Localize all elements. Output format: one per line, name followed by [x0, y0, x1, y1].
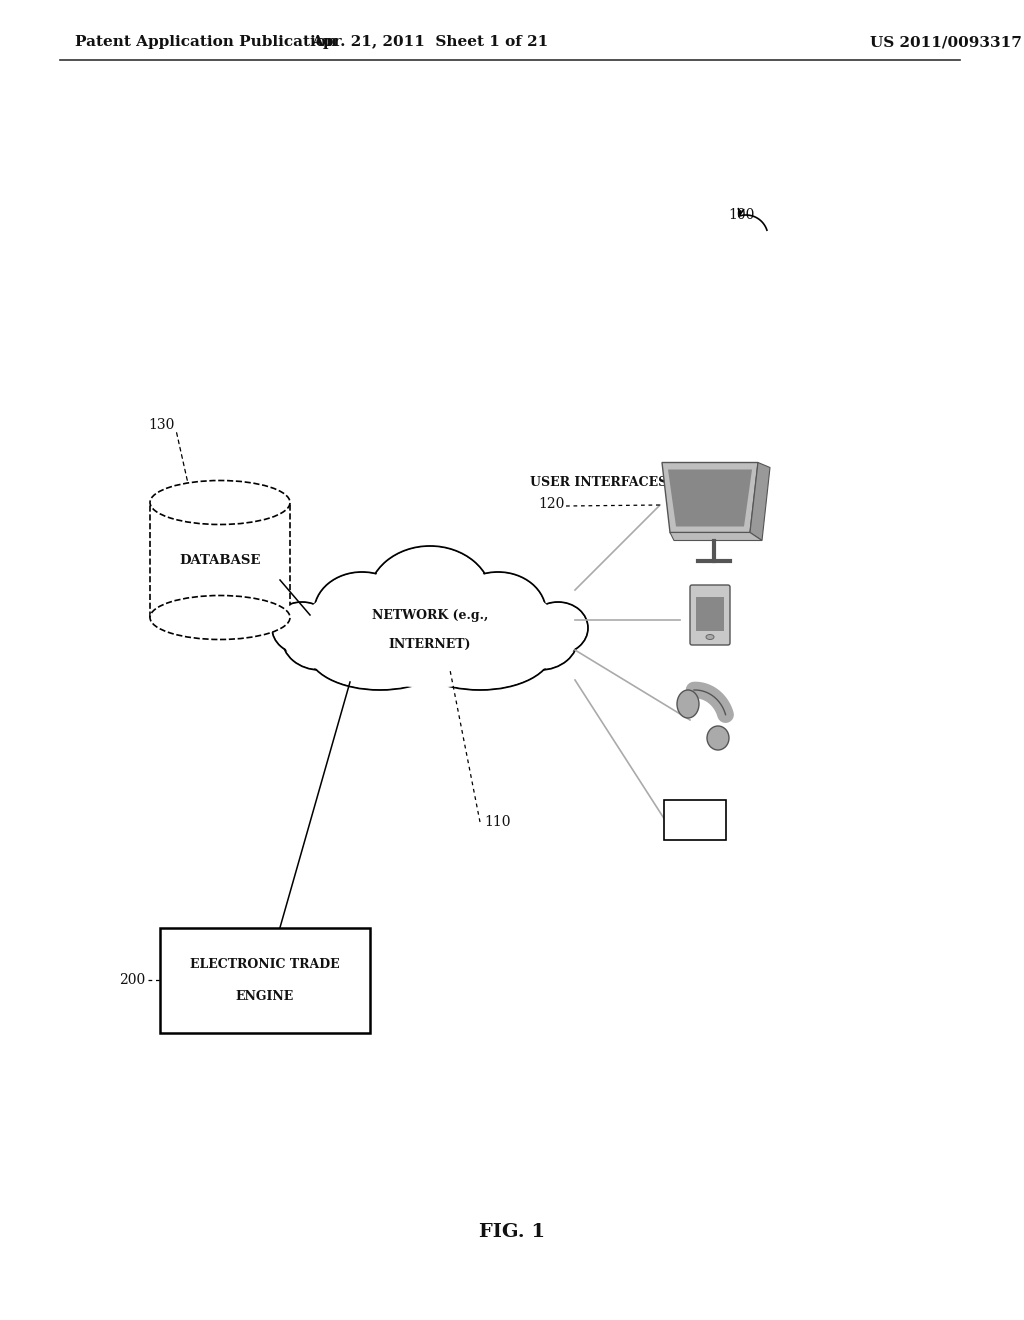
Text: 120: 120 — [538, 498, 564, 511]
Ellipse shape — [150, 480, 290, 524]
Polygon shape — [750, 462, 770, 540]
Polygon shape — [670, 532, 762, 540]
Text: US 2011/0093317 A1: US 2011/0093317 A1 — [870, 36, 1024, 49]
Ellipse shape — [450, 572, 546, 652]
Ellipse shape — [368, 546, 492, 649]
Ellipse shape — [504, 607, 577, 669]
Text: INTERNET): INTERNET) — [389, 638, 471, 651]
Bar — [160, 928, 370, 1032]
Bar — [664, 800, 726, 840]
Polygon shape — [662, 462, 758, 532]
Text: 100: 100 — [728, 209, 755, 222]
Text: ENGINE: ENGINE — [236, 990, 294, 1002]
Ellipse shape — [150, 595, 290, 639]
Text: FIG. 1: FIG. 1 — [479, 1224, 545, 1241]
Ellipse shape — [308, 614, 452, 690]
Ellipse shape — [528, 602, 588, 653]
Text: USER INTERFACES: USER INTERFACES — [530, 475, 668, 488]
Bar — [696, 597, 724, 631]
Bar — [150, 503, 290, 618]
Text: NETWORK (e.g.,: NETWORK (e.g., — [372, 610, 488, 623]
Ellipse shape — [284, 607, 356, 669]
Text: 130: 130 — [148, 418, 174, 432]
Ellipse shape — [314, 572, 410, 652]
Text: DATABASE: DATABASE — [179, 553, 261, 566]
Ellipse shape — [529, 603, 587, 652]
Polygon shape — [668, 470, 752, 527]
Text: Apr. 21, 2011  Sheet 1 of 21: Apr. 21, 2011 Sheet 1 of 21 — [311, 36, 549, 49]
Ellipse shape — [410, 615, 551, 689]
Ellipse shape — [273, 603, 331, 652]
Ellipse shape — [502, 606, 578, 671]
Ellipse shape — [452, 573, 545, 651]
Ellipse shape — [677, 690, 699, 718]
Ellipse shape — [370, 548, 490, 648]
Ellipse shape — [309, 615, 451, 689]
Ellipse shape — [706, 635, 714, 639]
Text: ELECTRONIC TRADE: ELECTRONIC TRADE — [190, 957, 340, 970]
Ellipse shape — [282, 606, 358, 671]
Text: 110: 110 — [484, 814, 511, 829]
Ellipse shape — [707, 726, 729, 750]
Ellipse shape — [272, 602, 332, 653]
Ellipse shape — [408, 614, 552, 690]
FancyBboxPatch shape — [690, 585, 730, 645]
Text: Patent Application Publication: Patent Application Publication — [75, 36, 337, 49]
Text: 200: 200 — [119, 973, 145, 987]
Ellipse shape — [300, 573, 560, 688]
Ellipse shape — [315, 573, 409, 651]
